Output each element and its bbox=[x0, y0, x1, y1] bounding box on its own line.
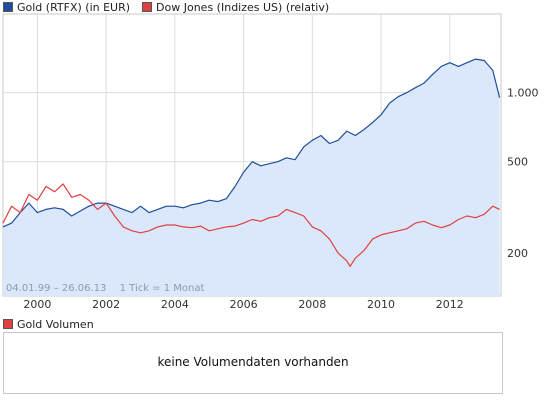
x-tick-label: 2012 bbox=[436, 298, 464, 311]
x-tick-label: 2010 bbox=[367, 298, 395, 311]
x-tick-label: 2006 bbox=[230, 298, 258, 311]
y-tick-label: 200 bbox=[507, 247, 528, 260]
x-tick-label: 2002 bbox=[92, 298, 120, 311]
gold-legend-swatch bbox=[3, 2, 13, 12]
main-chart: 2000 2002 2004 2006 2008 2010 2012 200 500 1.000… bbox=[2, 13, 539, 311]
gold-legend-label: Gold (RTFX) (in EUR) bbox=[17, 0, 131, 14]
tick-info-text: 1 Tick = 1 Monat bbox=[120, 283, 205, 294]
volume-legend: Gold Volumen bbox=[3, 317, 106, 331]
gold-series-area bbox=[3, 59, 500, 296]
volume-empty-message: keine Volumendaten vorhanden bbox=[157, 355, 349, 369]
dow-legend-label: Dow Jones (Indizes US) (relativ) bbox=[156, 0, 330, 14]
y-tick-label: 1.000 bbox=[507, 87, 539, 100]
volume-legend-label: Gold Volumen bbox=[17, 317, 94, 331]
dow-series-line bbox=[2, 183, 500, 267]
date-range-text: 04.01.99 – 26.06.13 bbox=[6, 283, 106, 294]
volume-legend-swatch bbox=[3, 319, 13, 329]
x-tick-label: 2008 bbox=[298, 298, 326, 311]
x-tick-label: 2004 bbox=[161, 298, 189, 311]
volume-panel: keine Volumendaten vorhanden bbox=[3, 332, 503, 394]
gold-area-layer bbox=[3, 59, 500, 296]
series-line-layer bbox=[2, 58, 501, 267]
main-legend: Gold (RTFX) (in EUR) Dow Jones (Indizes … bbox=[3, 0, 341, 14]
date-range-label: 04.01.99 – 26.06.13 1 Tick = 1 Monat bbox=[6, 283, 205, 294]
y-tick-label: 500 bbox=[507, 156, 528, 169]
dow-legend-swatch bbox=[142, 2, 153, 12]
x-tick-label: 2000 bbox=[23, 298, 51, 311]
y-tick-labels: 200 500 1.000 bbox=[507, 87, 539, 260]
x-tick-labels: 2000 2002 2004 2006 2008 2010 2012 bbox=[23, 298, 463, 311]
gold-series-line bbox=[2, 58, 501, 228]
